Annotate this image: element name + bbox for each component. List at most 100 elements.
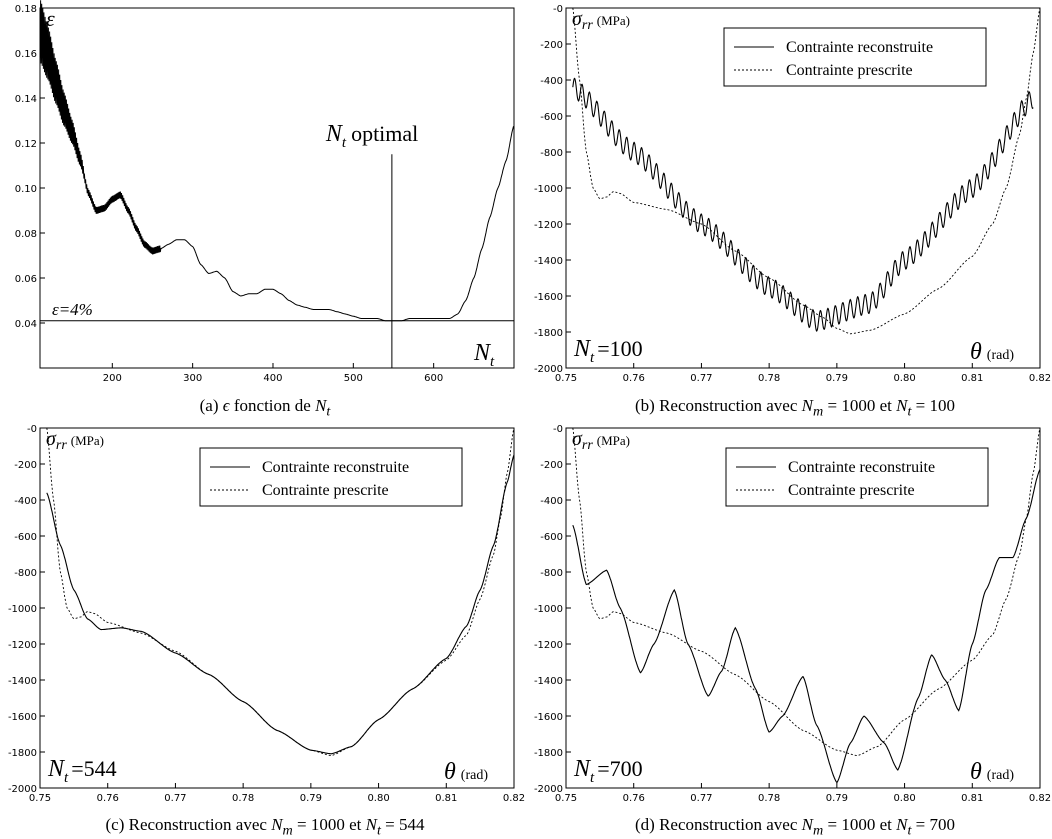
y-tick-label: -400 — [14, 496, 37, 507]
x-tick-label: 300 — [183, 373, 202, 384]
x-tick-label: 0.77 — [690, 793, 712, 804]
legend-label-prescrite: Contrainte prescrite — [262, 482, 389, 499]
x-tick-label: 0.76 — [623, 793, 645, 804]
y-tick-label: 0.10 — [15, 184, 37, 195]
y-tick-label: 0.16 — [15, 49, 37, 60]
x-tick-label: 0.77 — [164, 793, 186, 804]
optimal-annotation-text: optimal — [351, 121, 418, 146]
y-tick-label: -800 — [14, 568, 37, 579]
y-tick-label: -200 — [14, 460, 37, 471]
y-tick-label: -0 — [553, 4, 563, 15]
x-tick-label: 400 — [263, 373, 282, 384]
threshold-annotation: ε=4% — [52, 300, 93, 319]
optimal-annotation-sub: t — [342, 135, 347, 151]
nt-label-value: =100 — [597, 336, 642, 361]
x-tick-label: 0.79 — [826, 373, 848, 384]
y-tick-label: -1000 — [534, 184, 563, 195]
y-tick-label: -800 — [540, 148, 563, 159]
chart-c-svg: -0 -200 -400 -600 -800 -1000 -1200 -1400 -1600 -1… — [0, 420, 526, 810]
x-tick-label: 0.77 — [690, 373, 712, 384]
x-tick-label: 200 — [103, 373, 122, 384]
legend-label-prescrite: Contrainte prescrite — [788, 482, 915, 499]
y-axis-label-sub: rr — [582, 438, 593, 453]
legend-label-reconstruite: Contrainte reconstruite — [788, 459, 935, 476]
y-tick-label: -400 — [540, 76, 563, 87]
y-axis-label-unit: (MPa) — [597, 433, 630, 448]
x-tick-label: 0.76 — [623, 373, 645, 384]
nt-label-sub: t — [590, 350, 595, 366]
x-axis-label: θ (rad) — [970, 339, 1014, 365]
x-tick-label: 0.78 — [232, 793, 254, 804]
x-tick-label: 0.82 — [503, 793, 525, 804]
x-tick-label: 0.75 — [555, 793, 577, 804]
panel-c: -0 -200 -400 -600 -800 -1000 -1200 -1400 -1600 -1… — [0, 420, 526, 810]
x-tick-label: 0.80 — [893, 373, 915, 384]
y-axis-label-unit: (MPa) — [71, 433, 104, 448]
y-tick-label: -1000 — [534, 604, 563, 615]
x-tick-label: 0.78 — [758, 373, 780, 384]
y-axis-label-unit: (MPa) — [597, 13, 630, 28]
nt-label-sub: t — [590, 770, 595, 786]
y-tick-label: 0.08 — [15, 229, 37, 240]
x-axis-label-unit: (rad) — [987, 348, 1015, 363]
y-axis-label: σrr (MPa) — [46, 428, 104, 453]
y-axis-label: ε — [46, 6, 55, 31]
y-axis-label: σrr (MPa) — [572, 8, 630, 33]
y-tick-label: -1800 — [8, 748, 37, 759]
y-tick-label: 0.12 — [15, 139, 37, 150]
y-tick-label: -1200 — [534, 640, 563, 651]
y-tick-label: -1600 — [534, 712, 563, 723]
y-tick-label: 0.14 — [15, 94, 37, 105]
x-tick-label: 600 — [424, 373, 443, 384]
x-tick-label: 0.80 — [367, 793, 389, 804]
y-tick-label: -200 — [540, 40, 563, 51]
x-tick-label: 0.79 — [300, 793, 322, 804]
series-line-reconstruite — [573, 469, 1040, 782]
caption-a: (a) ϵ fonction de Nt — [100, 396, 430, 420]
y-tick-label: -600 — [14, 532, 37, 543]
y-tick-label: -1200 — [534, 220, 563, 231]
nt-label-value: =700 — [597, 756, 642, 781]
y-tick-label: -600 — [540, 532, 563, 543]
x-tick-label: 0.82 — [1029, 373, 1051, 384]
y-tick-label: -1800 — [534, 328, 563, 339]
y-tick-label: -600 — [540, 112, 563, 123]
y-tick-label: 0.18 — [15, 4, 37, 15]
x-tick-label: 0.82 — [1029, 793, 1051, 804]
y-tick-label: -1400 — [534, 676, 563, 687]
caption-c: (c) Reconstruction avec Nm = 1000 et Nt … — [45, 815, 485, 839]
panel-b: -0 -200 -400 -600 -800 -1000 -1200 -1400 -1600 -1… — [526, 0, 1052, 390]
y-tick-label: -0 — [553, 424, 563, 435]
x-tick-label: 0.75 — [29, 793, 51, 804]
x-axis-label-unit: (rad) — [461, 768, 489, 783]
caption-b: (b) Reconstruction avec Nm = 1000 et Nt … — [575, 396, 1015, 420]
y-axis-label-sub: rr — [56, 438, 67, 453]
plot-frame — [40, 8, 514, 368]
nt-label-sub: t — [64, 770, 69, 786]
nt-label-value: =544 — [71, 756, 116, 781]
y-tick-label: -200 — [540, 460, 563, 471]
x-tick-label: 0.78 — [758, 793, 780, 804]
nt-label: Nt =700 — [573, 756, 643, 786]
legend-label-reconstruite: Contrainte reconstruite — [786, 39, 933, 56]
y-tick-label: -0 — [27, 424, 37, 435]
legend: Contrainte reconstruite Contrainte prescr… — [200, 448, 462, 506]
panel-d: -0 -200 -400 -600 -800 -1000 -1200 -1400 -1600 -1… — [526, 420, 1052, 810]
x-tick-label: 0.76 — [97, 793, 119, 804]
nt-label: Nt =544 — [47, 756, 117, 786]
x-tick-label: 0.81 — [961, 793, 983, 804]
y-tick-label: -400 — [540, 496, 563, 507]
y-tick-label: -1600 — [8, 712, 37, 723]
panel-a: 0.04 0.06 0.08 0.10 0.12 0.14 0.16 0.18 200 300 40… — [0, 0, 526, 390]
y-tick-label: -1200 — [8, 640, 37, 651]
legend: Contrainte reconstruite Contrainte prescr… — [726, 448, 988, 506]
y-tick-label: -1400 — [8, 676, 37, 687]
x-tick-label: 0.80 — [893, 793, 915, 804]
caption-d: (d) Reconstruction avec Nm = 1000 et Nt … — [575, 815, 1015, 839]
optimal-annotation: Nt optimal — [325, 121, 418, 151]
x-tick-label: 0.81 — [435, 793, 457, 804]
legend-label-prescrite: Contrainte prescrite — [786, 62, 913, 79]
x-axis-label: θ (rad) — [444, 759, 488, 785]
y-tick-label: -800 — [540, 568, 563, 579]
y-axis-label: σrr (MPa) — [572, 428, 630, 453]
